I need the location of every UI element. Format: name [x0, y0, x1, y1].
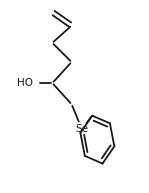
Text: Se: Se — [75, 124, 88, 134]
Text: HO: HO — [17, 78, 33, 88]
